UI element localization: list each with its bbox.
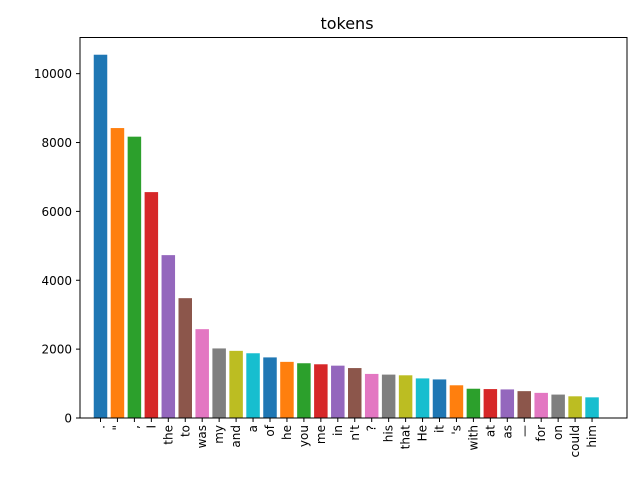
bar-26 [534,392,548,418]
x-tick-label: him [585,425,599,448]
bar-24 [500,389,515,418]
x-tick-label: my [212,425,226,444]
bar-20 [432,379,447,418]
y-tick-label: 0 [64,412,72,426]
bar-8 [229,350,243,418]
x-tick-label: , [127,425,141,429]
x-tick-label: to [178,425,192,437]
plot-area-frame [79,37,628,419]
bar-2 [127,136,142,419]
y-tick-label: 8000 [41,136,72,150]
bar-17 [381,374,396,418]
x-tick-label: on [551,425,565,440]
bar-28 [568,396,582,418]
x-tick-label: that [399,425,413,450]
x-tick-label: as [500,425,514,439]
bar-1 [110,128,125,418]
bar-13 [314,364,328,418]
y-tick-label: 6000 [41,205,72,219]
x-tick-label: . [94,425,108,429]
bar-14 [331,365,345,418]
x-tick-label: a [246,425,260,432]
bar-0 [93,54,108,418]
x-tick-label: " [110,425,124,431]
x-tick-label: He [416,425,430,441]
bar-10 [263,357,277,418]
bar-5 [178,298,192,418]
bar-18 [398,375,413,418]
x-tick-label: I [144,425,158,429]
x-tick-label: he [280,425,294,440]
bar-9 [246,353,260,418]
x-tick-label: — [517,425,531,437]
bar-19 [415,378,430,418]
bar-3 [144,192,159,418]
x-tick-label: and [229,425,243,448]
x-tick-label: it [433,425,447,433]
y-axis-ticks: 0 2000 4000 6000 8000 10000 [34,67,80,426]
x-tick-label: of [263,424,277,436]
bar-4 [161,255,176,418]
bar-11 [280,361,294,418]
x-tick-label: the [161,425,175,445]
y-tick-label: 10000 [34,67,72,81]
y-tick-label: 2000 [41,343,72,357]
chart-title: tokens [320,14,373,33]
bar-29 [585,397,599,418]
x-tick-label: 's [449,425,463,435]
x-tick-label: his [382,425,396,442]
x-tick-label: with [466,425,480,450]
bar-23 [483,389,498,418]
x-tick-label: n't [348,425,362,441]
bar-22 [466,388,481,418]
bar-12 [297,363,311,418]
x-tick-label: for [534,425,548,442]
bar-15 [348,368,362,418]
x-tick-label: could [568,425,582,458]
bar-7 [212,348,226,418]
y-tick-label: 4000 [41,274,72,288]
bar-25 [517,391,531,418]
bar-16 [364,373,379,418]
bar-21 [449,385,464,418]
x-tick-label: me [314,425,328,444]
x-tick-label: in [331,425,345,436]
x-tick-label: you [297,425,311,447]
x-tick-label: was [195,425,209,448]
bar-27 [551,394,565,418]
x-tick-label: at [483,425,497,437]
x-tick-label: ? [365,425,379,431]
bar-6 [195,329,209,418]
bars-group [93,54,599,419]
